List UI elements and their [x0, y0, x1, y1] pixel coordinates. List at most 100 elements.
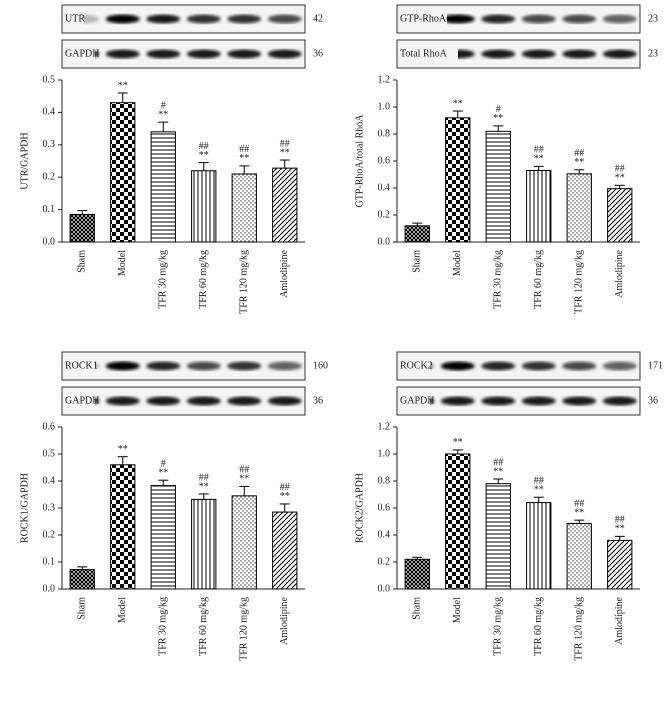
- significance-star: **: [239, 153, 249, 164]
- significance-hash: #: [161, 458, 166, 469]
- blot-label: Total RhoA: [400, 48, 448, 59]
- bar: [231, 495, 257, 590]
- bar: [110, 464, 136, 590]
- x-tick-label: TFR 30 mg/kg: [158, 597, 169, 656]
- x-tick-label: Model: [117, 250, 128, 276]
- blot-frame: [61, 386, 306, 416]
- bar: [272, 167, 298, 243]
- y-axis-label: UTR/GAPDH: [19, 132, 30, 189]
- blot-band: [602, 49, 637, 59]
- blot-band: [267, 361, 302, 371]
- blot-size: 23: [648, 48, 658, 59]
- significance-hash: ##: [534, 145, 544, 156]
- blot-label-bg: [63, 391, 95, 411]
- blot-band: [227, 396, 262, 406]
- y-tick-label: 1.0: [378, 448, 391, 459]
- significance-star: **: [493, 466, 503, 477]
- blot-label: ROCK1: [65, 360, 98, 371]
- bar: [526, 502, 552, 590]
- x-tick-label: TFR 30 mg/kg: [158, 250, 169, 309]
- x-tick-label: TFR 60 mg/kg: [198, 250, 209, 309]
- blot-band: [440, 361, 475, 371]
- significance-hash: ##: [280, 138, 290, 149]
- significance-star: **: [493, 113, 503, 124]
- blot-band: [481, 49, 516, 59]
- y-tick-label: 1.2: [378, 74, 391, 85]
- x-tick-label: Model: [452, 597, 463, 623]
- blot-band: [186, 361, 221, 371]
- bar: [231, 173, 257, 243]
- blot-band: [186, 396, 221, 406]
- y-tick-label: 1.2: [378, 421, 391, 432]
- blot-frame: [396, 386, 641, 416]
- blot-band: [521, 396, 556, 406]
- bar: [191, 170, 217, 243]
- significance-star: **: [199, 150, 209, 161]
- significance-star: **: [118, 444, 128, 455]
- significance-star: **: [615, 173, 625, 184]
- bar: [150, 131, 176, 243]
- blot-band: [146, 396, 181, 406]
- x-tick-label: TFR 120 mg/kg: [574, 597, 585, 661]
- blot-band: [146, 361, 181, 371]
- y-tick-label: 0.4: [43, 475, 56, 486]
- significance-star: **: [199, 481, 209, 492]
- significance-hash: ##: [615, 164, 625, 175]
- y-axis-label: ROCK1/GAPDH: [19, 473, 30, 543]
- bar: [404, 225, 430, 243]
- bar: [191, 498, 217, 590]
- y-tick-label: 0.8: [378, 475, 391, 486]
- x-tick-label: TFR 30 mg/kg: [493, 250, 504, 309]
- x-tick-label: Sham: [77, 597, 88, 620]
- y-tick-label: 0.0: [378, 583, 391, 594]
- significance-star: **: [158, 109, 168, 120]
- blot-band: [602, 396, 637, 406]
- significance-star: **: [534, 154, 544, 165]
- y-tick-label: 0.6: [378, 502, 391, 513]
- blot-label: ROCK2: [400, 360, 433, 371]
- blot-band: [481, 396, 516, 406]
- blot-label-bg: [63, 9, 84, 29]
- significance-hash: ##: [199, 472, 209, 483]
- blot-size: 23: [648, 13, 658, 24]
- blot-band: [562, 14, 597, 24]
- x-tick-label: TFR 120 mg/kg: [574, 250, 585, 314]
- y-tick-label: 0.2: [378, 556, 391, 567]
- blot-band: [105, 14, 140, 24]
- blot-size: 36: [313, 48, 323, 59]
- significance-hash: ##: [615, 515, 625, 526]
- blot-band: [105, 396, 140, 406]
- y-tick-label: 0.5: [43, 448, 56, 459]
- y-tick-label: 0.5: [43, 74, 56, 85]
- blot-band: [521, 49, 556, 59]
- blot-band: [227, 49, 262, 59]
- x-tick-label: Sham: [77, 250, 88, 273]
- x-tick-label: Model: [117, 597, 128, 623]
- blot-band: [186, 14, 221, 24]
- bar: [445, 453, 471, 590]
- x-tick-label: Sham: [412, 250, 423, 273]
- significance-star: **: [280, 491, 290, 502]
- y-tick-label: 0.4: [43, 107, 56, 118]
- blot-band: [562, 396, 597, 406]
- blot-label: UTR: [65, 13, 85, 24]
- y-tick-label: 1.0: [378, 101, 391, 112]
- y-tick-label: 0.2: [378, 209, 391, 220]
- y-tick-label: 0.4: [378, 182, 391, 193]
- blot-label: GAPDH: [65, 395, 99, 406]
- blot-band: [481, 14, 516, 24]
- significance-star: **: [453, 437, 463, 448]
- blot-size: 36: [313, 395, 323, 406]
- blot-label-bg: [63, 44, 95, 64]
- significance-star: **: [453, 98, 463, 109]
- bar: [69, 213, 95, 243]
- significance-star: **: [280, 147, 290, 158]
- y-axis-label: ROCK2/GAPDH: [354, 473, 365, 543]
- bar: [607, 188, 633, 243]
- x-tick-label: Amlodipine: [279, 596, 290, 644]
- significance-hash: ##: [199, 141, 209, 152]
- bar: [485, 483, 511, 590]
- blot-band: [267, 396, 302, 406]
- blot-band: [562, 49, 597, 59]
